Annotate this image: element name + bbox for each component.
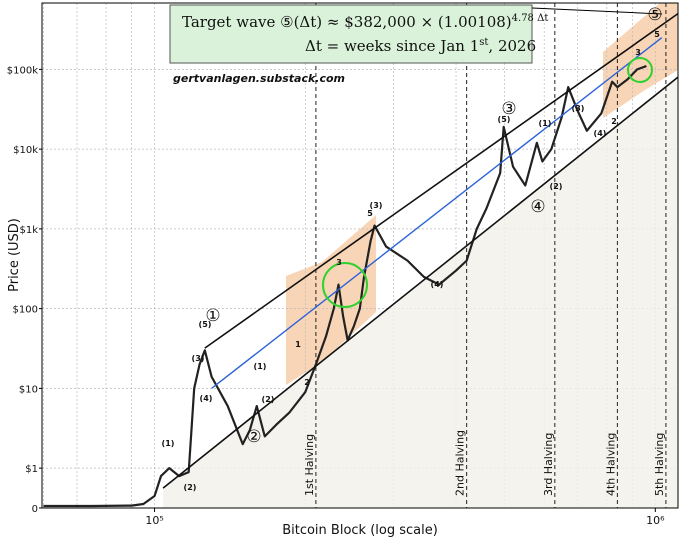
wave-label: (4) <box>594 129 607 138</box>
y-tick-label: 0 <box>32 504 38 515</box>
wave-label-major: ④ <box>530 197 545 217</box>
wave-label: (2) <box>184 483 197 492</box>
halving-label: 2nd Halving <box>454 430 467 496</box>
wave-label: (3) <box>370 201 383 210</box>
formula-text: Δt = weeks since Jan 1 <box>305 37 479 55</box>
wave-label: (5) <box>199 320 212 329</box>
series-line <box>204 12 679 349</box>
wave-label-major: ① <box>205 306 220 326</box>
wave-label: 2 <box>611 117 617 126</box>
wave-label: 5 <box>654 30 660 39</box>
x-tick-label: 10⁶ <box>646 514 665 527</box>
formula-line2: Δt = weeks since Jan 1st, 2026 <box>305 37 536 55</box>
x-tick-label: 10⁵ <box>145 514 163 527</box>
y-tick-label: $100k <box>7 65 38 76</box>
formula-line1: Target wave ⑤(Δt) ≈ $382,000 × (1.00108)… <box>182 13 548 31</box>
formula-box <box>169 4 533 64</box>
wave-label: (1) <box>539 119 552 128</box>
formula-text: Target wave ⑤(Δt) ≈ $382,000 × (1.00108) <box>182 13 512 31</box>
wave-label-major: ③ <box>501 99 516 119</box>
y-tick-label: $10k <box>13 145 38 156</box>
wave-label: 2 <box>304 378 310 387</box>
y-tick-label: $1 <box>25 464 38 475</box>
target-circle-2 <box>627 57 653 83</box>
formula-sup: st <box>479 37 488 48</box>
y-tick-label: $10 <box>19 384 38 395</box>
target-circle-1 <box>322 262 368 308</box>
formula-exponent: 4.78 Δt <box>512 13 549 24</box>
wave-label: (2) <box>550 182 563 191</box>
halving-label: 1st Halving <box>303 434 316 496</box>
y-tick-label: $100 <box>13 305 38 316</box>
wave-label: (1) <box>254 362 267 371</box>
wave-label: 1 <box>295 340 301 349</box>
wave-label: (2) <box>262 395 275 404</box>
series-line <box>211 37 663 389</box>
wave-label: (1) <box>162 439 175 448</box>
halving-label: 5th Halving <box>653 433 666 496</box>
series-line <box>162 76 679 489</box>
watermark: gertvanlagen.substack.com <box>173 72 345 85</box>
wave-label: (5) <box>498 115 511 124</box>
wave-label: (4) <box>431 280 444 289</box>
wave-box-1 <box>286 215 376 385</box>
series-line <box>43 65 647 508</box>
wave-label: 5 <box>367 209 373 218</box>
y-tick-label: $1k <box>19 225 38 236</box>
wave-box-2 <box>603 3 678 118</box>
wave-label: 3 <box>336 258 342 267</box>
wave-label-major: ⑤ <box>647 5 662 25</box>
wave-label-major: ② <box>246 427 261 447</box>
wave-label: (3) <box>572 104 585 113</box>
halving-label: 3rd Halving <box>542 433 555 496</box>
halving-label: 4th Halving <box>604 433 617 496</box>
wave-label: (3) <box>192 354 205 363</box>
wave-label: 3 <box>635 48 641 57</box>
x-axis-label: Bitcoin Block (log scale) <box>282 523 438 538</box>
plot-frame <box>41 2 679 509</box>
formula-pointer <box>531 7 663 15</box>
formula-text: , 2026 <box>488 37 536 55</box>
y-axis-label: Price (USD) <box>7 218 22 292</box>
lower-area <box>163 77 679 508</box>
wave-label: (4) <box>200 394 213 403</box>
